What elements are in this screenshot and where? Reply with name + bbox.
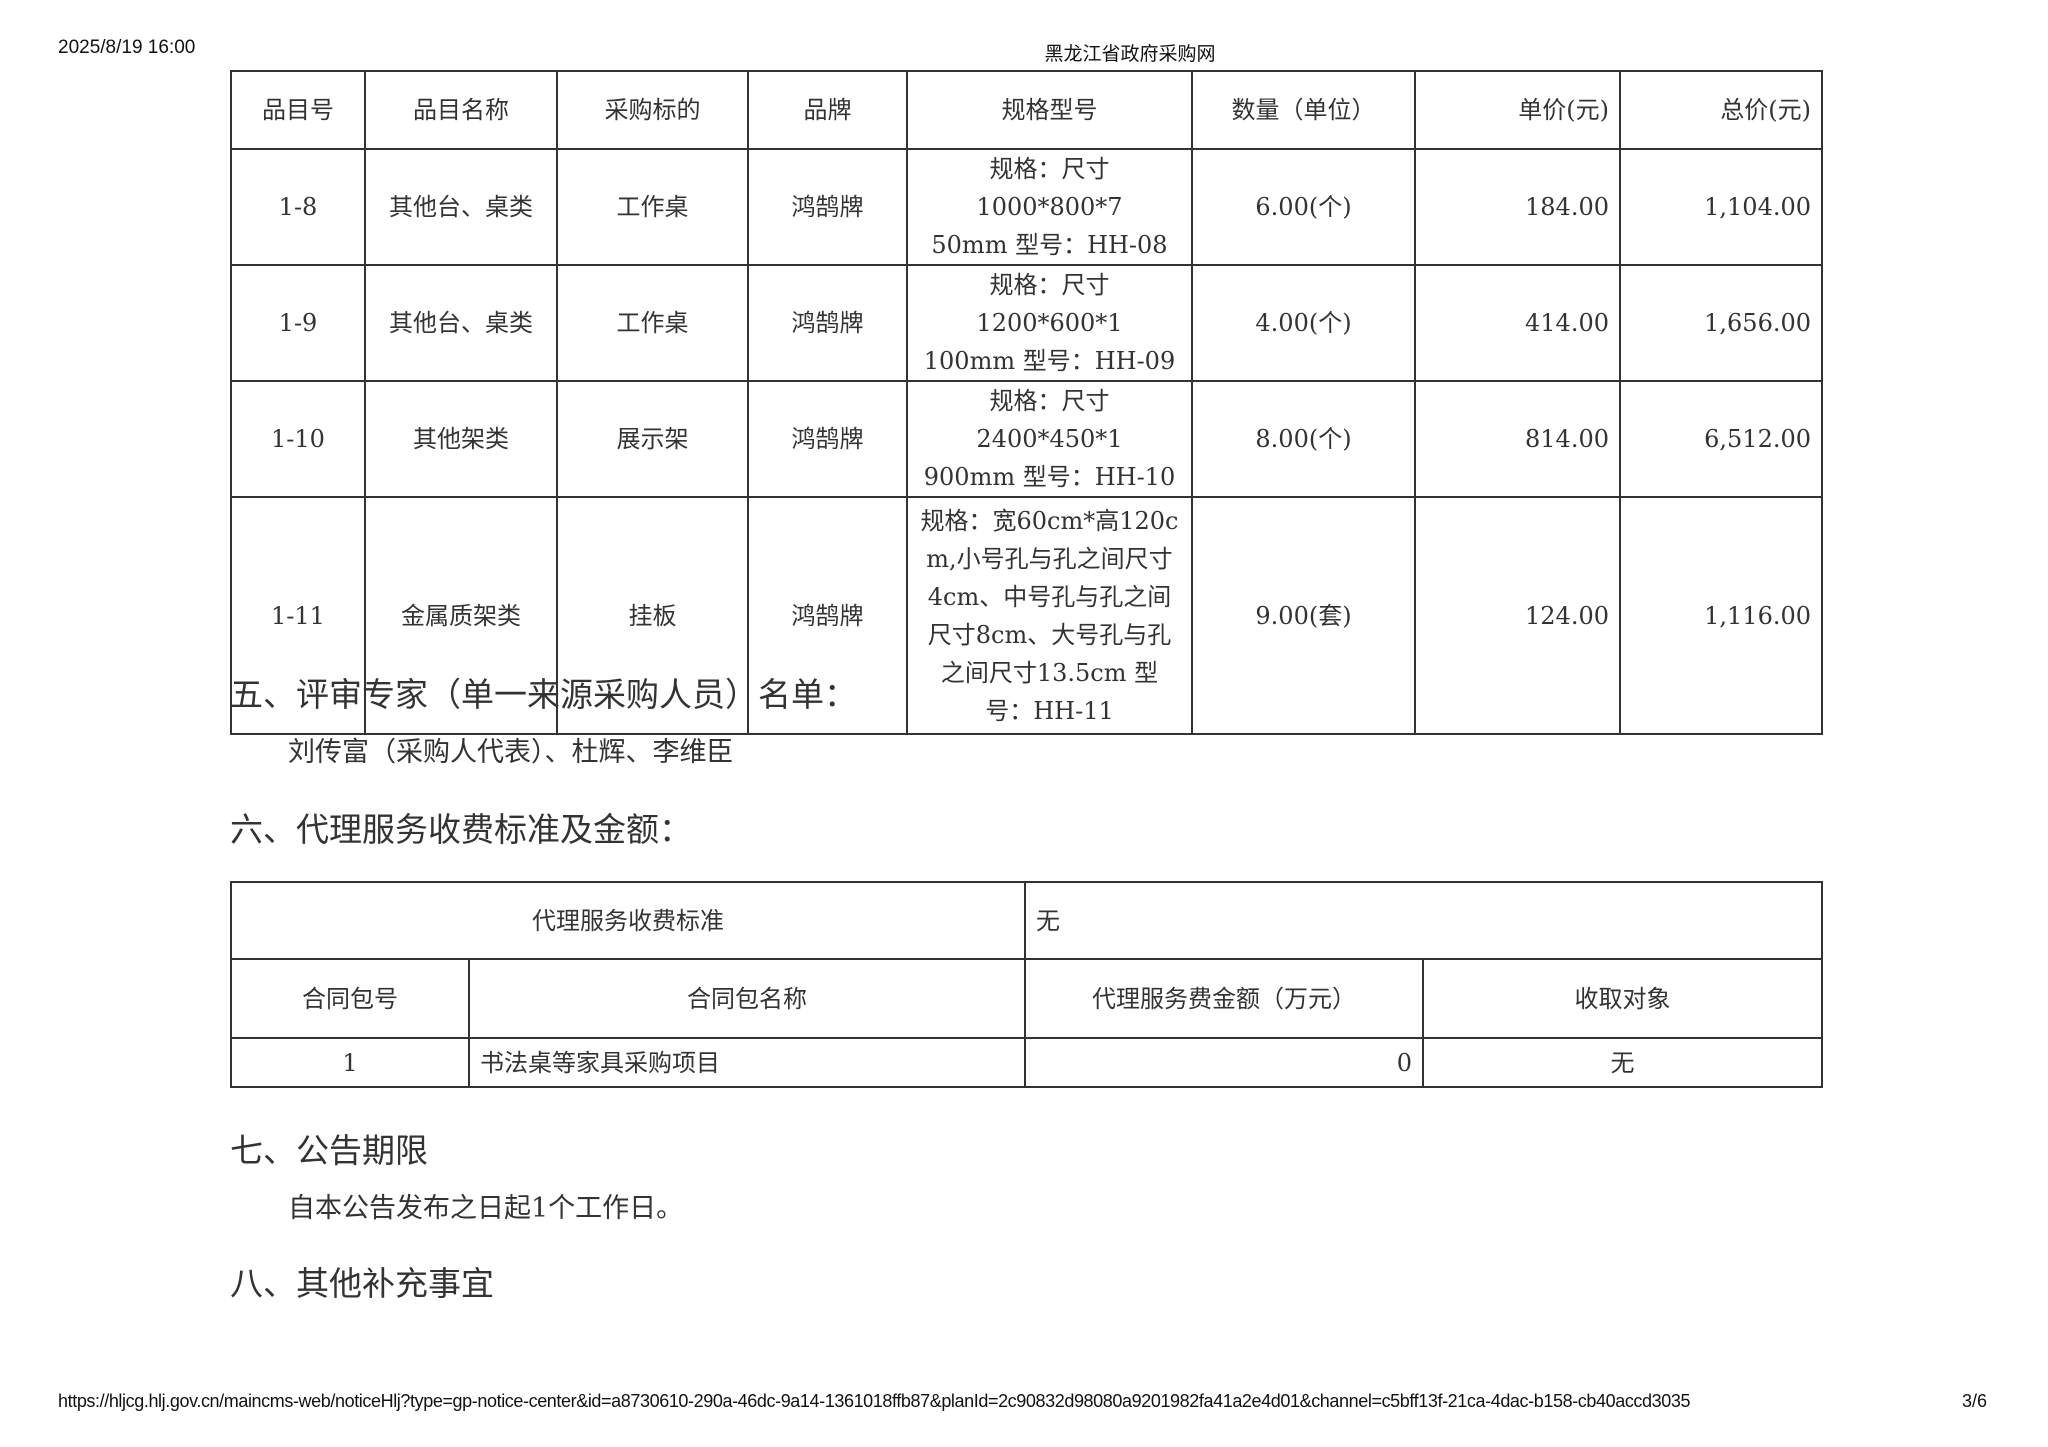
column-header: 单价(元) xyxy=(1414,70,1621,150)
item-qty: 4.00(个) xyxy=(1191,264,1416,382)
item-qty: 9.00(套) xyxy=(1191,496,1416,735)
column-header: 数量（单位） xyxy=(1191,70,1416,150)
item-total: 1,116.00 xyxy=(1619,496,1823,735)
table-row: 1-10 其他架类 展示架 鸿鹄牌 规格：尺寸2400*450*1 900mm 型… xyxy=(230,380,1823,498)
package-name: 书法桌等家具采购项目 xyxy=(468,1037,1026,1088)
item-name: 金属质架类 xyxy=(364,496,558,735)
table-header-row: 品目号 品目名称 采购标的 品牌 规格型号 数量（单位） 单价(元) 总价(元) xyxy=(230,70,1823,150)
column-header: 品目名称 xyxy=(364,70,558,150)
item-spec: 规格：尺寸1200*600*1 100mm 型号：HH-09 xyxy=(906,264,1193,382)
items-table: 品目号 品目名称 采购标的 品牌 规格型号 数量（单位） 单价(元) 总价(元)… xyxy=(230,70,1823,735)
item-total: 6,512.00 xyxy=(1619,380,1823,498)
table-row: 1-8 其他台、桌类 工作桌 鸿鹄牌 规格：尺寸1000*800*7 50mm 型… xyxy=(230,148,1823,266)
item-brand: 鸿鹄牌 xyxy=(747,496,908,735)
item-qty: 6.00(个) xyxy=(1191,148,1416,266)
section-7-body: 自本公告发布之日起1个工作日。 xyxy=(288,1193,684,1224)
table-row: 1-9 其他台、桌类 工作桌 鸿鹄牌 规格：尺寸1200*600*1 100mm … xyxy=(230,264,1823,382)
item-spec: 规格：尺寸2400*450*1 900mm 型号：HH-10 xyxy=(906,380,1193,498)
section-5-heading: 五、评审专家（单一来源采购人员）名单： xyxy=(230,675,857,714)
fee-standard-label: 代理服务收费标准 xyxy=(230,881,1026,960)
column-header: 采购标的 xyxy=(556,70,749,150)
item-target: 工作桌 xyxy=(556,148,749,266)
item-name: 其他架类 xyxy=(364,380,558,498)
package-no: 1 xyxy=(230,1037,470,1088)
fee-payer: 无 xyxy=(1422,1037,1823,1088)
fee-table: 代理服务收费标准 无 合同包号 合同包名称 代理服务费金额（万元） 收取对象 1… xyxy=(230,881,1823,1088)
item-no: 1-11 xyxy=(230,496,366,735)
column-header: 品目号 xyxy=(230,70,366,150)
table-row: 1-11 金属质架类 挂板 鸿鹄牌 规格：宽60cm*高120c m,小号孔与孔之… xyxy=(230,496,1823,735)
column-header: 代理服务费金额（万元） xyxy=(1024,958,1424,1039)
item-no: 1-10 xyxy=(230,380,366,498)
item-qty: 8.00(个) xyxy=(1191,380,1416,498)
item-brand: 鸿鹄牌 xyxy=(747,380,908,498)
fee-standard-value: 无 xyxy=(1024,881,1823,960)
section-6-heading: 六、代理服务收费标准及金额： xyxy=(230,810,692,849)
item-total: 1,656.00 xyxy=(1619,264,1823,382)
print-datetime: 2025/8/19 16:00 xyxy=(58,37,196,58)
section-7-heading: 七、公告期限 xyxy=(230,1131,428,1170)
item-spec: 规格：宽60cm*高120c m,小号孔与孔之间尺寸 4cm、中号孔与孔之间 尺寸8c… xyxy=(906,496,1193,735)
item-name: 其他台、桌类 xyxy=(364,148,558,266)
column-header: 合同包号 xyxy=(230,958,470,1039)
table-header-row: 合同包号 合同包名称 代理服务费金额（万元） 收取对象 xyxy=(230,958,1823,1039)
table-row: 1 书法桌等家具采购项目 0 无 xyxy=(230,1037,1823,1088)
column-header: 总价(元) xyxy=(1619,70,1823,150)
column-header: 品牌 xyxy=(747,70,908,150)
item-target: 工作桌 xyxy=(556,264,749,382)
item-unit-price: 124.00 xyxy=(1414,496,1621,735)
column-header: 规格型号 xyxy=(906,70,1193,150)
item-total: 1,104.00 xyxy=(1619,148,1823,266)
item-target: 展示架 xyxy=(556,380,749,498)
item-no: 1-9 xyxy=(230,264,366,382)
item-brand: 鸿鹄牌 xyxy=(747,264,908,382)
item-unit-price: 814.00 xyxy=(1414,380,1621,498)
item-spec: 规格：尺寸1000*800*7 50mm 型号：HH-08 xyxy=(906,148,1193,266)
item-no: 1-8 xyxy=(230,148,366,266)
item-name: 其他台、桌类 xyxy=(364,264,558,382)
item-brand: 鸿鹄牌 xyxy=(747,148,908,266)
section-8-heading: 八、其他补充事宜 xyxy=(230,1264,494,1303)
item-unit-price: 184.00 xyxy=(1414,148,1621,266)
item-target: 挂板 xyxy=(556,496,749,735)
section-5-body: 刘传富（采购人代表）、杜辉、李维臣 xyxy=(288,737,734,768)
page-number: 3/6 xyxy=(1962,1391,1988,1411)
column-header: 收取对象 xyxy=(1422,958,1823,1039)
site-title: 黑龙江省政府采购网 xyxy=(1044,44,1216,65)
column-header: 合同包名称 xyxy=(468,958,1026,1039)
fee-amount: 0 xyxy=(1024,1037,1424,1088)
item-unit-price: 414.00 xyxy=(1414,264,1621,382)
page-url: https://hljcg.hlj.gov.cn/maincms-web/not… xyxy=(58,1391,1691,1411)
